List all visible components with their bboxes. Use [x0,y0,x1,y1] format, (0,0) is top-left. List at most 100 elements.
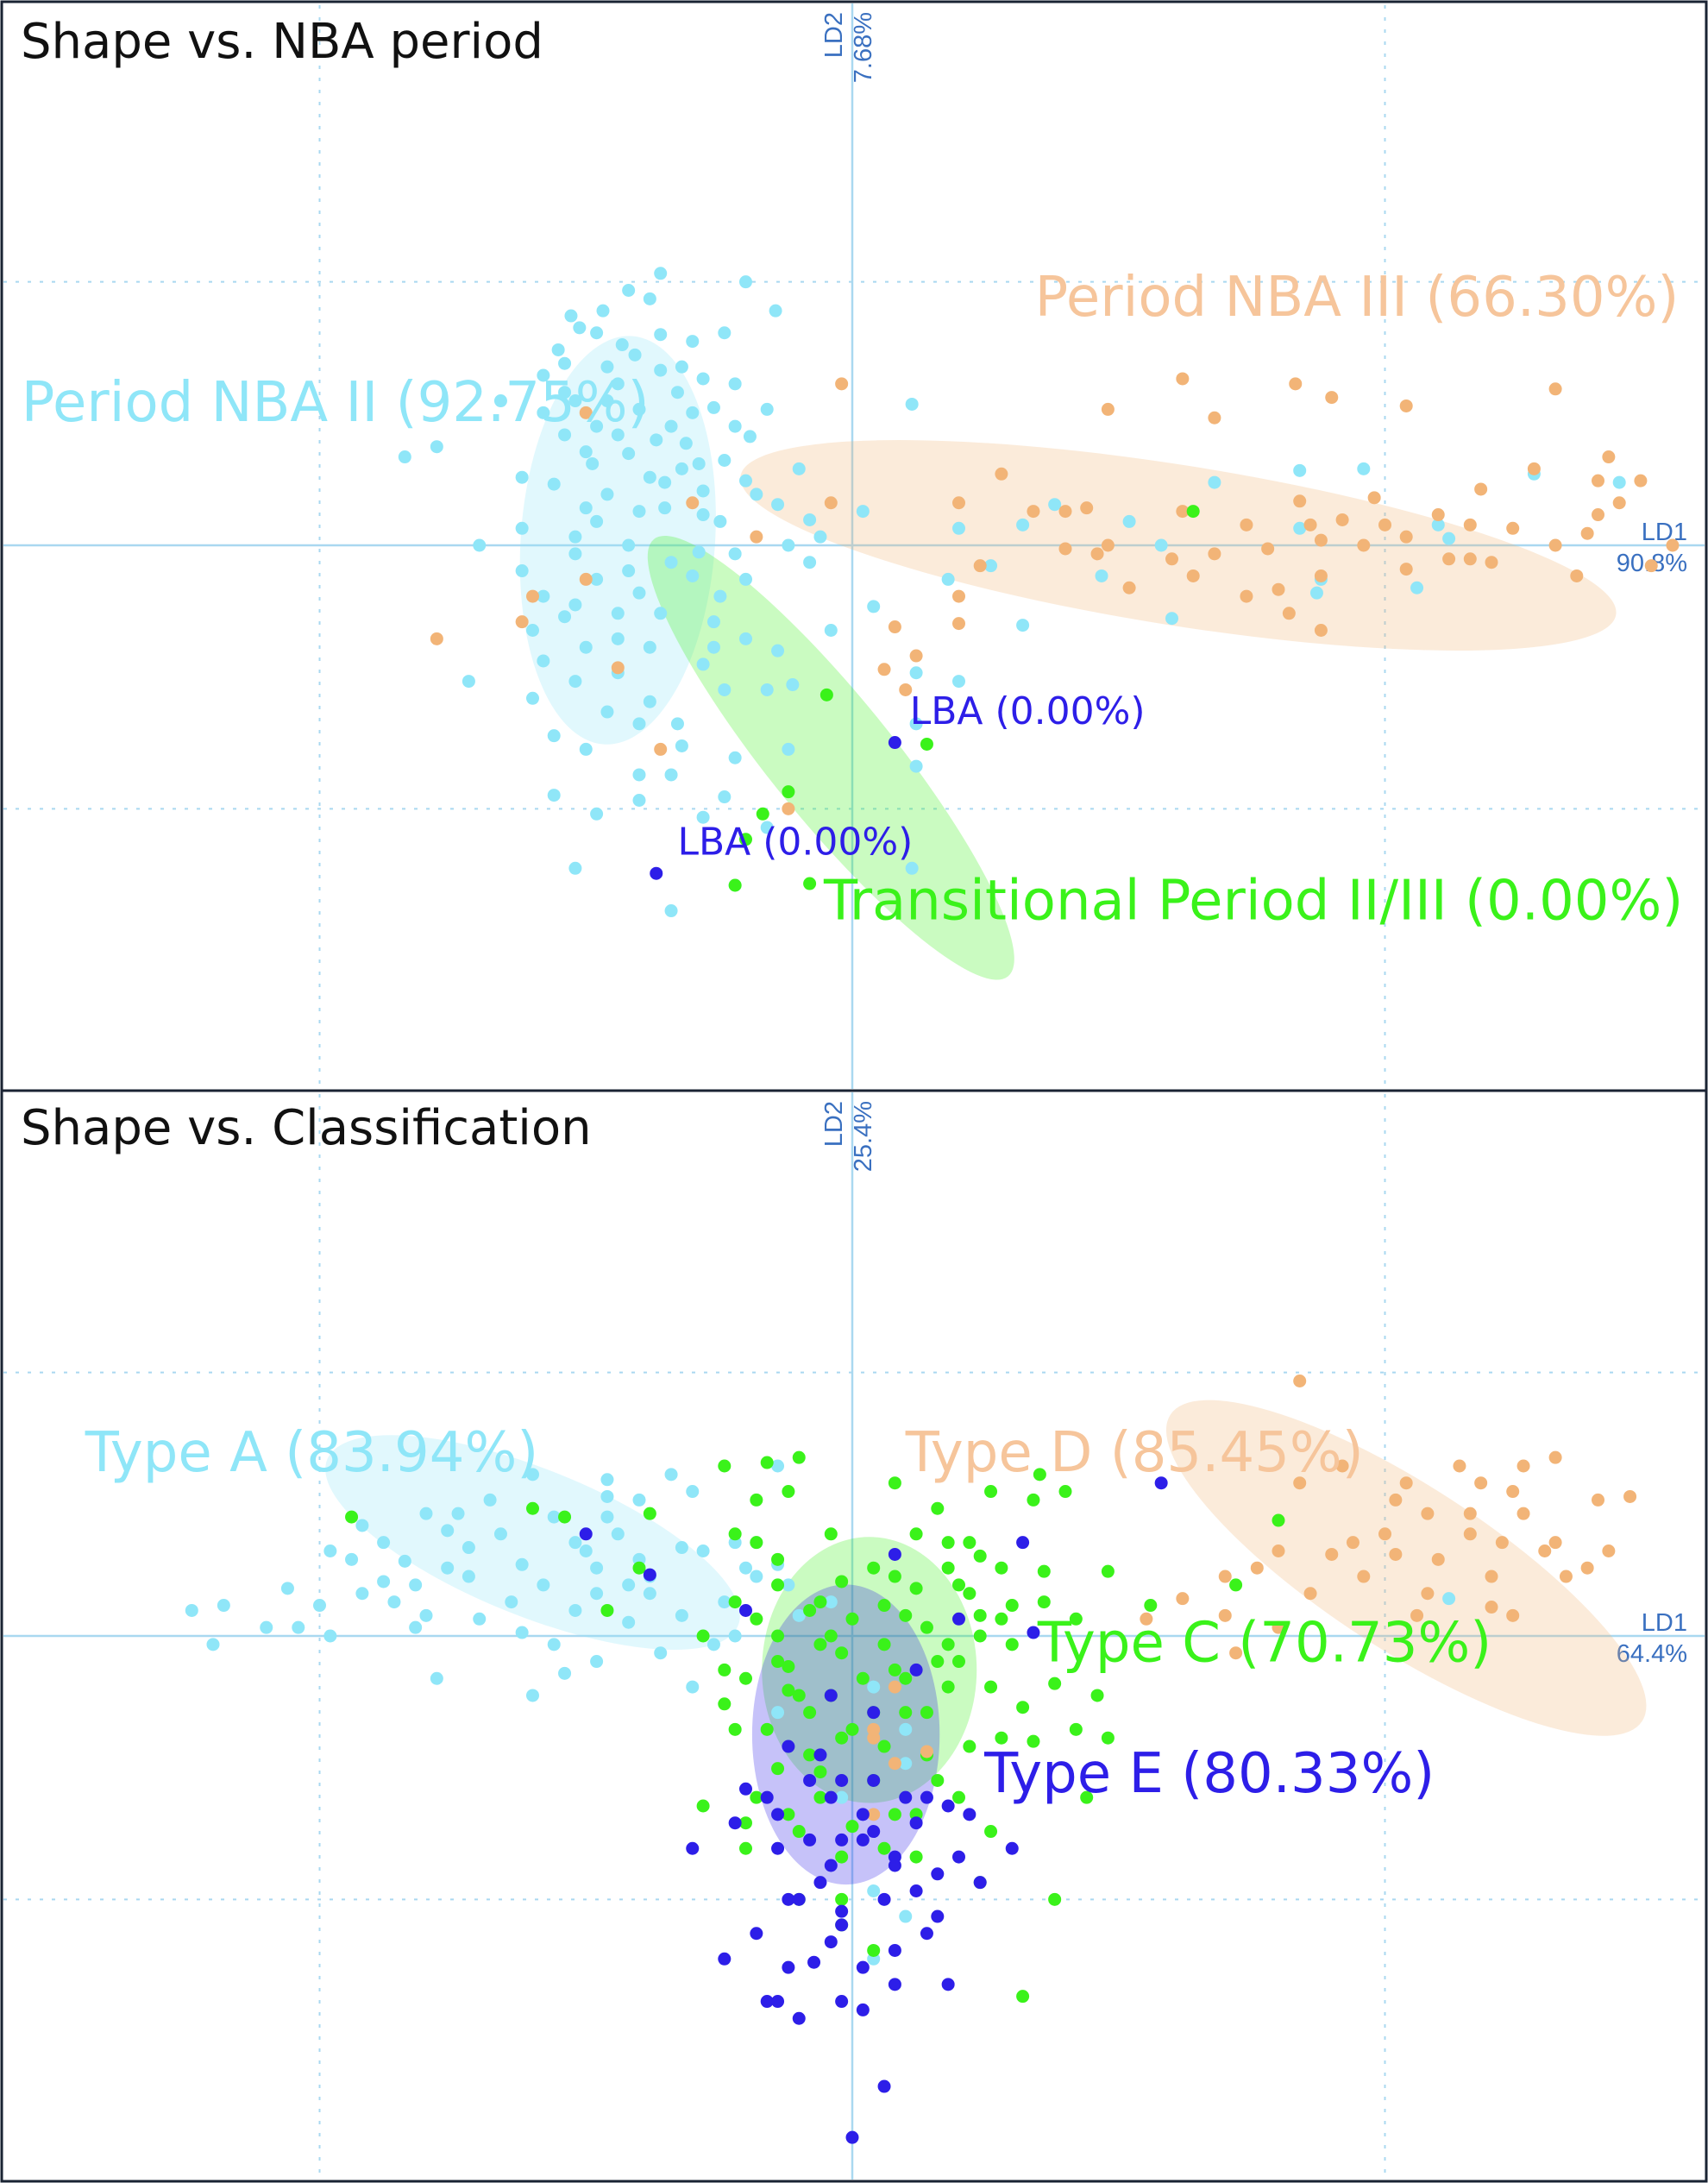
point-period-nba-ii-92-75 [952,675,965,689]
point-period-nba-iii-66-30 [1027,505,1040,519]
point-period-nba-iii-66-30 [1101,402,1115,416]
point-type-c-70-73 [1005,1638,1019,1651]
point-period-nba-iii-66-30 [1101,538,1115,552]
point-type-a-83-94 [686,1680,700,1694]
point-type-d-85-45 [1218,1608,1232,1622]
point-type-c-70-73 [835,1731,849,1745]
point-type-c-70-73 [1090,1689,1104,1702]
point-type-a-83-94 [537,1578,550,1592]
point-type-a-83-94 [323,1544,337,1557]
point-type-e-80-33 [888,1859,901,1872]
point-period-nba-ii-92-75 [515,564,529,578]
point-type-d-85-45 [1516,1507,1530,1520]
point-type-a-83-94 [718,1595,732,1609]
point-period-nba-iii-66-30 [824,496,838,510]
point-type-e-80-33 [867,1706,881,1720]
point-type-a-83-94 [643,1587,656,1601]
point-type-c-70-73 [803,1603,817,1617]
point-type-c-70-73 [792,1450,806,1464]
point-type-a-83-94 [430,1671,443,1685]
point-type-e-80-33 [835,1995,849,2009]
point-period-nba-iii-66-30 [1289,377,1303,391]
ellipse-type-a-83-94 [325,1435,740,1651]
point-type-a-83-94 [654,1646,668,1660]
point-type-c-70-73 [771,1762,785,1776]
point-period-nba-iii-66-30 [1314,569,1328,582]
point-type-e-80-33 [792,2011,806,2025]
point-type-c-70-73 [1016,1990,1030,2004]
point-period-nba-ii-92-75 [611,428,625,442]
point-type-c-70-73 [952,1578,965,1592]
point-type-a-83-94 [355,1587,369,1601]
point-type-a-83-94 [547,1510,561,1524]
point-period-nba-ii-92-75 [718,454,732,467]
point-period-nba-ii-92-75 [398,450,411,464]
point-type-e-80-33 [931,1867,945,1881]
point-type-e-80-33 [1027,1626,1040,1639]
point-period-nba-ii-92-75 [664,768,678,782]
point-period-nba-ii-92-75 [558,428,572,442]
point-type-e-80-33 [1016,1536,1030,1550]
point-type-c-70-73 [973,1608,987,1622]
point-period-nba-ii-92-75 [692,545,706,559]
point-type-c-70-73 [1080,1790,1094,1804]
ellipse-type-d-85-45 [1165,1400,1647,1736]
point-period-nba-ii-92-75 [590,514,604,528]
y-axis-name: LD2 [820,1101,848,1147]
point-type-a-83-94 [515,1626,529,1639]
point-type-a-83-94 [515,1557,529,1571]
point-type-a-83-94 [323,1629,337,1643]
point-period-nba-ii-92-75 [664,556,678,569]
point-type-e-80-33 [856,2003,870,2016]
point-period-nba-iii-66-30 [1303,518,1317,532]
point-type-a-83-94 [451,1507,465,1520]
ellipse-transitional-period-ii-iii-0-00 [647,535,1014,980]
point-period-nba-ii-92-75 [696,484,710,498]
point-type-e-80-33 [856,1960,870,1974]
point-type-e-80-33 [760,1995,774,2009]
point-type-d-85-45 [1325,1547,1339,1561]
point-period-nba-ii-92-75 [670,386,684,399]
group-labels: Period NBA II (92.75%) Period NBA III (66… [22,266,1684,933]
point-period-nba-ii-92-75 [632,586,646,600]
point-period-nba-iii-66-30 [1442,552,1456,566]
point-type-e-80-33 [877,2079,891,2093]
point-type-d-85-45 [1559,1570,1573,1583]
point-period-nba-iii-66-30 [1357,538,1371,552]
point-period-nba-ii-92-75 [713,589,727,603]
point-type-a-83-94 [706,1638,720,1651]
point-period-nba-ii-92-75 [643,470,656,484]
point-type-d-85-45 [1357,1570,1371,1583]
point-type-a-83-94 [387,1595,401,1609]
point-transitional-period-ii-iii-0-00 [728,878,742,892]
point-period-nba-ii-92-75 [952,521,965,535]
point-type-c-70-73 [696,1799,710,1813]
point-type-c-70-73 [696,1629,710,1643]
point-type-c-70-73 [782,1485,795,1499]
point-type-a-83-94 [750,1570,763,1583]
point-type-e-80-33 [920,1927,933,1941]
point-period-nba-iii-66-30 [888,620,901,634]
point-type-c-70-73 [760,1722,774,1736]
point-period-nba-ii-92-75 [824,624,838,637]
point-period-nba-iii-66-30 [1314,533,1328,547]
point-type-c-70-73 [803,1706,817,1720]
x-axis-name: LD1 [1642,1609,1687,1637]
point-type-d-85-45 [1453,1459,1466,1473]
point-type-d-85-45 [1389,1493,1403,1507]
point-type-a-83-94 [664,1468,678,1482]
point-type-c-70-73 [941,1680,955,1694]
point-transitional-period-ii-iii-0-00 [756,807,769,821]
point-period-nba-ii-92-75 [537,654,550,668]
point-type-d-85-45 [1346,1536,1359,1550]
point-type-c-70-73 [984,1825,998,1839]
point-period-nba-ii-92-75 [984,559,998,573]
point-type-c-70-73 [909,1527,923,1541]
point-period-nba-iii-66-30 [909,649,923,663]
point-period-nba-ii-92-75 [600,394,614,408]
point-period-nba-ii-92-75 [600,705,614,719]
point-period-nba-iii-66-30 [899,683,913,696]
